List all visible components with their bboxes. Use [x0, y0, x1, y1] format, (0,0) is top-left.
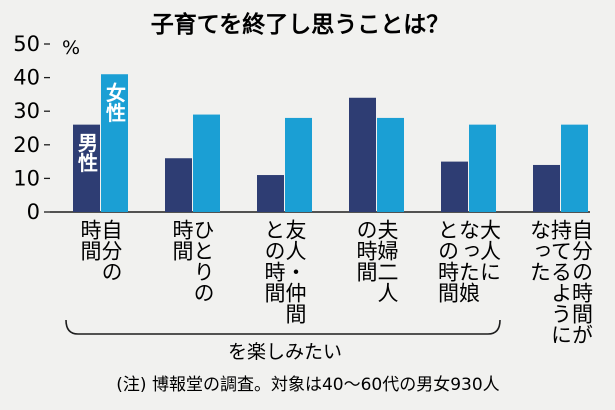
y-axis: 0 10 20 30 40 50 [13, 32, 590, 224]
bar-男性-1 [73, 124, 100, 212]
bar-男性-3 [257, 175, 284, 212]
bar-男性-6 [533, 164, 560, 212]
bar-女性-2 [193, 114, 220, 212]
category-label-line: 自分の [99, 219, 123, 282]
category-label-line: なった娘 [457, 219, 481, 303]
category-label-line: 夫婦二人 [375, 219, 399, 303]
y-tick-label: 30 [13, 99, 40, 123]
group-bracket-label: を楽しみたい [228, 341, 342, 363]
category-label-line: なった [528, 219, 552, 282]
group-bracket [65, 319, 501, 335]
bar-女性-1 [101, 74, 128, 213]
chart-title: 子育てを終了し思うことは？ [151, 11, 450, 38]
footnote: (注) 博報堂の調査。対象は40〜60代の男女930人 [116, 375, 499, 395]
bar-男性-5 [441, 161, 468, 212]
bar-女性-5 [469, 124, 496, 212]
category-label-line: 時間 [78, 219, 102, 261]
bar-男性-2 [165, 158, 192, 212]
legend-女性: 女性 [103, 81, 127, 123]
y-tick-label: 10 [13, 166, 40, 190]
legend-男性: 男性 [75, 133, 99, 174]
category-label-line: との時間 [436, 219, 460, 303]
category-label-line: ひとりの [191, 219, 215, 303]
category-label-line: 友人・仲間 [283, 219, 307, 324]
category-label-line: 持てるように [549, 219, 573, 345]
category-label-line: の時間 [354, 219, 378, 282]
category-label-line: 大人に [478, 219, 502, 282]
y-tick-label: 50 [13, 32, 40, 56]
y-tick-label: 40 [13, 66, 40, 90]
category-label-line: との時間 [262, 219, 286, 303]
bar-女性-4 [377, 117, 404, 212]
bar-男性-4 [349, 97, 376, 212]
y-axis-unit: % [62, 37, 80, 59]
bar-女性-6 [561, 124, 588, 212]
category-label-line: 時間 [170, 219, 194, 261]
bar-女性-3 [285, 117, 312, 212]
category-label-line: 自分の時間が [570, 219, 594, 345]
y-tick-label: 20 [13, 133, 40, 157]
y-tick-label: 0 [27, 200, 40, 224]
